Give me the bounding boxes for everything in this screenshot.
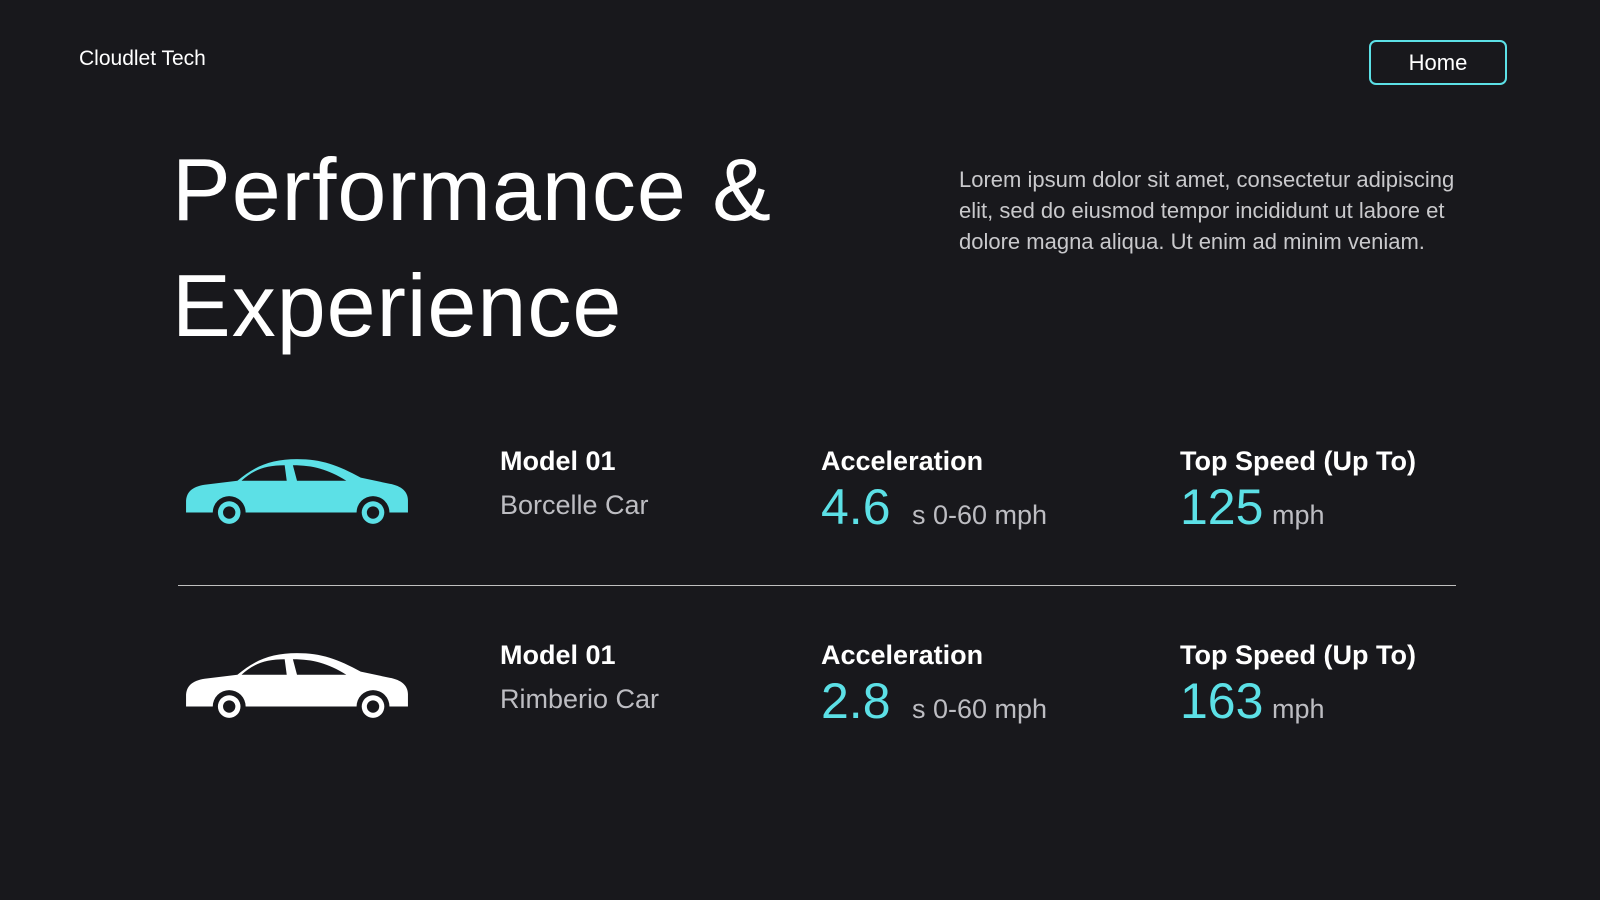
speed-label: Top Speed (Up To) <box>1180 446 1416 476</box>
speed-unit: mph <box>1272 500 1325 530</box>
model-row: Model 01 Borcelle Car Acceleration 4.6 s… <box>0 436 1600 586</box>
speed-value: 125 <box>1180 479 1264 535</box>
acceleration-value: 4.6 <box>821 479 891 535</box>
hero-title: Performance & Experience <box>172 140 772 355</box>
hero-description: Lorem ipsum dolor sit amet, consectetur … <box>959 167 1455 254</box>
car-icon <box>186 459 408 529</box>
home-button[interactable]: Home <box>1369 40 1507 85</box>
speed-label: Top Speed (Up To) <box>1180 640 1416 670</box>
car-icon <box>186 653 408 723</box>
speed-value: 163 <box>1180 673 1264 729</box>
acceleration-unit: s 0-60 mph <box>912 694 1048 724</box>
divider <box>178 585 1456 586</box>
model-label: Model 01 <box>500 640 616 670</box>
brand: Cloudlet Tech <box>79 47 206 70</box>
acceleration-value: 2.8 <box>821 673 891 729</box>
acceleration-unit: s 0-60 mph <box>912 500 1048 530</box>
model-row: Model 01 Rimberio Car Acceleration 2.8 s… <box>0 630 1600 780</box>
acceleration-label: Acceleration <box>821 640 984 670</box>
car-name: Borcelle Car <box>500 490 649 520</box>
model-label: Model 01 <box>500 446 616 476</box>
acceleration-label: Acceleration <box>821 446 984 476</box>
car-name: Rimberio Car <box>500 684 660 714</box>
speed-unit: mph <box>1272 694 1325 724</box>
